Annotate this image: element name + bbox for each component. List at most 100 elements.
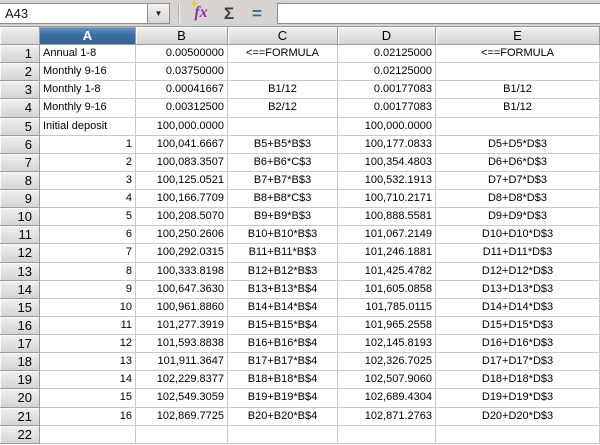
cell[interactable] (436, 63, 600, 82)
cell[interactable]: 100,000.0000 (136, 117, 228, 136)
cell[interactable]: D12+D12*D$3 (436, 262, 600, 281)
cell[interactable]: <==FORMULA (228, 45, 338, 64)
select-all-corner[interactable] (0, 27, 40, 45)
cell[interactable]: 100,083.3507 (136, 153, 228, 172)
cell[interactable]: 102,869.7725 (136, 407, 228, 426)
cell[interactable]: 2 (40, 153, 136, 172)
row-header[interactable]: 16 (0, 316, 40, 335)
cell[interactable]: 0.00177083 (338, 81, 436, 100)
row-header[interactable]: 18 (0, 353, 40, 372)
cell[interactable]: 0.00041667 (136, 81, 228, 100)
cell[interactable]: 101,067.2149 (338, 226, 436, 245)
cell[interactable]: Annual 1-8 (40, 45, 136, 64)
cell[interactable]: 101,965.2558 (338, 316, 436, 335)
cell[interactable]: 101,911.3647 (136, 353, 228, 372)
cell[interactable]: B14+B14*B$4 (228, 298, 338, 317)
row-header[interactable]: 8 (0, 171, 40, 190)
row-header[interactable]: 20 (0, 389, 40, 408)
cell[interactable]: D11+D11*D$3 (436, 244, 600, 263)
cell[interactable]: 100,250.2606 (136, 226, 228, 245)
cell[interactable]: 0.00312500 (136, 99, 228, 118)
cell[interactable]: 5 (40, 208, 136, 227)
cell[interactable]: 102,229.8377 (136, 371, 228, 390)
cell[interactable]: B13+B13*B$4 (228, 280, 338, 299)
cell[interactable]: 101,246.1881 (338, 244, 436, 263)
cell[interactable]: B1/12 (228, 81, 338, 100)
cell[interactable] (436, 117, 600, 136)
cell[interactable]: B12+B12*B$3 (228, 262, 338, 281)
sum-button[interactable]: Σ (216, 2, 242, 25)
name-box[interactable]: A43 (0, 2, 148, 24)
cell[interactable] (228, 117, 338, 136)
column-header[interactable]: A (40, 27, 136, 45)
cell[interactable]: D17+D17*D$3 (436, 353, 600, 372)
cell[interactable]: 7 (40, 244, 136, 263)
cell[interactable]: 100,125.0521 (136, 171, 228, 190)
cell[interactable] (40, 425, 136, 444)
cell[interactable]: B9+B9*B$3 (228, 208, 338, 227)
cell[interactable]: 0.03750000 (136, 63, 228, 82)
cell[interactable]: 13 (40, 353, 136, 372)
cell[interactable] (436, 425, 600, 444)
cell[interactable]: 100,888.5581 (338, 208, 436, 227)
formula-input[interactable] (277, 2, 600, 24)
row-header[interactable]: 14 (0, 280, 40, 299)
cell[interactable]: 102,871.2763 (338, 407, 436, 426)
cell[interactable]: D16+D16*D$3 (436, 335, 600, 354)
cell[interactable]: 12 (40, 335, 136, 354)
cell[interactable]: 100,647.3630 (136, 280, 228, 299)
cell[interactable]: 100,166.7709 (136, 190, 228, 209)
cell[interactable]: 100,000.0000 (338, 117, 436, 136)
cell[interactable]: B16+B16*B$4 (228, 335, 338, 354)
cell[interactable] (338, 425, 436, 444)
cell[interactable]: 16 (40, 407, 136, 426)
column-header[interactable]: E (436, 27, 600, 45)
cell[interactable]: D9+D9*D$3 (436, 208, 600, 227)
cell[interactable]: 101,785.0115 (338, 298, 436, 317)
row-header[interactable]: 3 (0, 81, 40, 100)
cell[interactable]: 14 (40, 371, 136, 390)
cell[interactable]: B1/12 (436, 81, 600, 100)
column-header[interactable]: B (136, 27, 228, 45)
cell[interactable]: B2/12 (228, 99, 338, 118)
cell[interactable]: 100,208.5070 (136, 208, 228, 227)
row-header[interactable]: 13 (0, 262, 40, 281)
function-wizard-button[interactable]: ✦ fx (188, 0, 214, 25)
row-header[interactable]: 1 (0, 45, 40, 64)
cell[interactable]: 100,354.4803 (338, 153, 436, 172)
cell[interactable]: 15 (40, 389, 136, 408)
row-header[interactable]: 19 (0, 371, 40, 390)
cell[interactable]: 10 (40, 298, 136, 317)
row-header[interactable]: 6 (0, 135, 40, 154)
cell[interactable]: D8+D8*D$3 (436, 190, 600, 209)
row-header[interactable]: 7 (0, 153, 40, 172)
name-box-dropdown-button[interactable]: ▼ (148, 2, 170, 24)
cell[interactable]: B11+B11*B$3 (228, 244, 338, 263)
cell[interactable]: 100,292.0315 (136, 244, 228, 263)
row-header[interactable]: 11 (0, 226, 40, 245)
cell[interactable]: 102,145.8193 (338, 335, 436, 354)
cell[interactable]: Initial deposit (40, 117, 136, 136)
cell[interactable]: D20+D20*D$3 (436, 407, 600, 426)
row-header[interactable]: 21 (0, 407, 40, 426)
cell[interactable]: 102,326.7025 (338, 353, 436, 372)
cell[interactable]: 100,710.2171 (338, 190, 436, 209)
cell[interactable]: 4 (40, 190, 136, 209)
cell[interactable]: 102,689.4304 (338, 389, 436, 408)
row-header[interactable]: 4 (0, 99, 40, 118)
cell[interactable]: 0.02125000 (338, 63, 436, 82)
cell[interactable]: Monthly 9-16 (40, 63, 136, 82)
cell[interactable]: 100,532.1913 (338, 171, 436, 190)
cell[interactable]: 101,593.8838 (136, 335, 228, 354)
row-header[interactable]: 17 (0, 335, 40, 354)
cell[interactable]: D15+D15*D$3 (436, 316, 600, 335)
cell[interactable]: 101,425.4782 (338, 262, 436, 281)
cell[interactable]: D7+D7*D$3 (436, 171, 600, 190)
cell[interactable]: 101,605.0858 (338, 280, 436, 299)
cell[interactable]: B5+B5*B$3 (228, 135, 338, 154)
cell[interactable]: Monthly 1-8 (40, 81, 136, 100)
cell[interactable]: 0.00177083 (338, 99, 436, 118)
cell[interactable]: 0.02125000 (338, 45, 436, 64)
cell[interactable]: D19+D19*D$3 (436, 389, 600, 408)
cell[interactable]: 100,961.8860 (136, 298, 228, 317)
